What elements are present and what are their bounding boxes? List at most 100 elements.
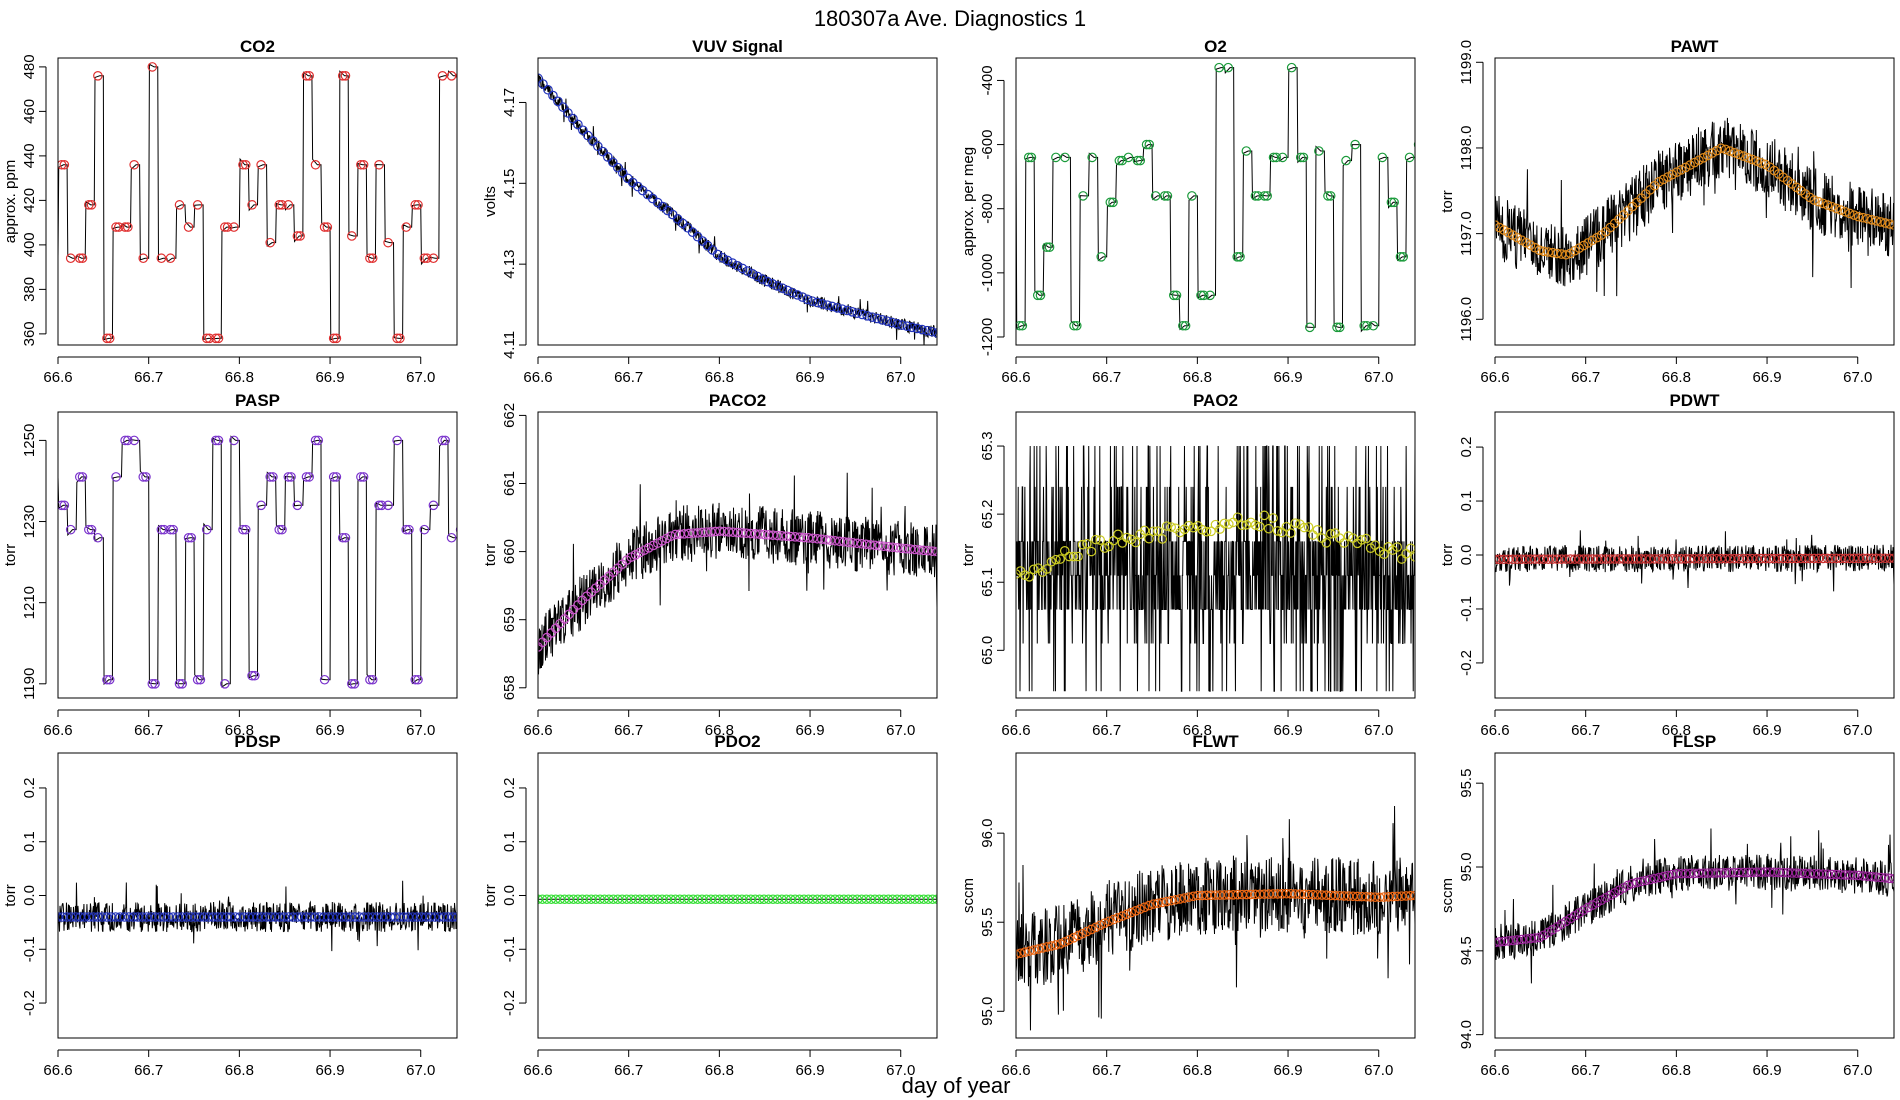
data-point [383, 500, 393, 511]
x-tick-label: 66.6 [1480, 369, 1509, 386]
data-point [543, 84, 553, 95]
data-point [635, 547, 645, 558]
panel-title: FLWT [1192, 732, 1239, 751]
data-point [777, 283, 788, 294]
data-point [1162, 191, 1173, 201]
data-point [1180, 320, 1191, 331]
x-tick-label: 66.7 [1092, 369, 1121, 386]
data-point [747, 268, 758, 279]
data-point [1144, 900, 1154, 911]
data-point [340, 71, 351, 81]
data-point [872, 313, 882, 324]
data-point [120, 222, 130, 232]
x-tick-label: 66.6 [523, 369, 552, 386]
data-point [404, 524, 414, 535]
plot-frame [1015, 752, 1416, 1039]
data-point [568, 113, 578, 124]
data-point [902, 321, 912, 331]
plot-frame [57, 411, 458, 699]
data-point [1853, 211, 1864, 222]
data-point [347, 678, 357, 689]
y-tick-label: 659 [501, 607, 518, 632]
data-point [1286, 528, 1296, 538]
data-point [1844, 208, 1855, 219]
data-point [1087, 152, 1097, 163]
data-point [1636, 876, 1647, 887]
data-point [1153, 898, 1163, 909]
y-tick-label: 658 [501, 675, 518, 700]
y-tick-label: 4.11 [501, 331, 518, 359]
data-point [138, 472, 149, 482]
data-point [204, 333, 215, 344]
data-point [1362, 320, 1372, 331]
data-point [1271, 152, 1282, 163]
x-tick-label: 66.6 [523, 722, 552, 739]
series-trace [1495, 828, 1894, 984]
x-tick-label: 67.0 [1364, 1062, 1393, 1079]
x-tick-label: 66.9 [315, 722, 344, 739]
data-point [1334, 322, 1345, 333]
y-tick-label: 1210 [21, 586, 38, 619]
data-point [1392, 542, 1403, 552]
x-tick-label: 66.6 [1001, 722, 1030, 739]
data-point [392, 435, 402, 446]
data-point [1295, 152, 1306, 163]
data-point [222, 222, 233, 232]
data-point [1357, 535, 1367, 545]
data-point [1108, 535, 1119, 546]
data-point [892, 319, 902, 329]
x-tick-label: 66.8 [225, 369, 254, 386]
data-point [392, 333, 402, 344]
data-point [1148, 526, 1159, 537]
y-tick-label: 480 [21, 54, 38, 79]
data-point [201, 333, 212, 344]
panel-title: VUV Signal [692, 37, 783, 56]
data-point [1836, 205, 1846, 215]
data-point [74, 253, 85, 264]
data-point [842, 305, 853, 316]
data-point [195, 674, 206, 685]
data-point [617, 168, 628, 178]
x-tick-label: 66.6 [43, 1062, 72, 1079]
data-point [365, 253, 375, 264]
data-point [1095, 535, 1106, 545]
data-point [1818, 198, 1828, 209]
data-point [220, 222, 230, 232]
data-point [265, 237, 275, 248]
data-point [65, 524, 76, 535]
panel-pdwt: PDWT torr 66.6 66.7 66.8 66.9 67.0 -0.2 -0.1 0.0 0… [1439, 391, 1895, 739]
data-point [1108, 914, 1119, 925]
y-tick-label: 0.2 [501, 778, 518, 799]
data-point [1020, 947, 1030, 957]
data-point [210, 333, 221, 344]
data-point [1321, 537, 1332, 548]
data-point [1543, 247, 1553, 257]
y-tick-label: 380 [21, 277, 38, 302]
data-point [827, 301, 838, 312]
x-tick-label: 66.9 [1273, 1062, 1302, 1079]
data-point [59, 500, 70, 511]
y-tick-label: 440 [21, 143, 38, 168]
data-point [1016, 949, 1021, 960]
data-point [1205, 290, 1215, 301]
x-tick-label: 66.9 [795, 722, 824, 739]
data-point [1055, 939, 1066, 949]
data-point [1064, 935, 1074, 945]
x-tick-label: 66.9 [1752, 369, 1781, 386]
data-point [1561, 249, 1571, 260]
data-point [455, 526, 457, 533]
series-trace [1016, 67, 1415, 333]
y-tick-label: 1250 [21, 424, 38, 457]
data-point [220, 678, 230, 689]
y-tick-label: -0.1 [1458, 596, 1475, 622]
y-tick-label: 420 [21, 188, 38, 213]
data-point [1241, 146, 1252, 156]
data-point [847, 307, 858, 317]
data-point [238, 159, 248, 170]
data-point [1286, 62, 1297, 73]
data-point [286, 472, 296, 482]
plot-frame [1494, 57, 1895, 346]
data-point [86, 200, 97, 210]
data-point [1410, 890, 1415, 901]
data-point [104, 674, 115, 685]
